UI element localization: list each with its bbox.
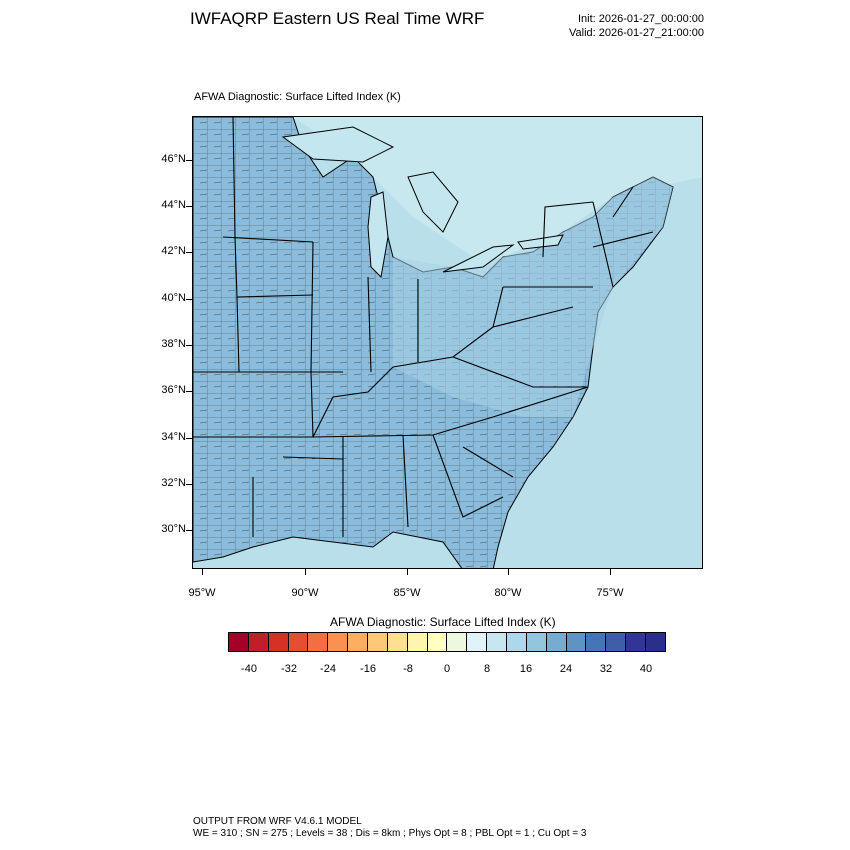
map-subtitle: AFWA Diagnostic: Surface Lifted Index (K… <box>194 91 401 103</box>
colorbar-box <box>387 633 408 651</box>
colorbar-label: 8 <box>483 663 491 675</box>
lon-label-95: 95°W <box>188 587 216 599</box>
lon-label-80: 80°W <box>494 587 522 599</box>
colorbar-box <box>626 633 647 651</box>
lat-label-38: 38°N <box>161 338 186 350</box>
lon-label-90: 90°W <box>291 587 319 599</box>
lat-tick <box>186 530 192 531</box>
lon-tick <box>202 569 203 575</box>
lat-label-46: 46°N <box>161 153 186 165</box>
colorbar-label: -40 <box>241 663 257 675</box>
valid-time: Valid: 2026-01-27_21:00:00 <box>569 27 704 39</box>
colorbar-label: 40 <box>639 663 653 675</box>
lon-tick <box>610 569 611 575</box>
colorbar-box <box>646 633 665 651</box>
colorbar-box <box>546 633 567 651</box>
lat-tick <box>186 299 192 300</box>
colorbar-box <box>407 633 428 651</box>
lat-tick <box>186 345 192 346</box>
lat-label-34: 34°N <box>161 431 186 443</box>
colorbar-label: 16 <box>519 663 533 675</box>
map-panel <box>192 116 703 569</box>
lon-label-75: 75°W <box>596 587 624 599</box>
colorbar-box <box>606 633 627 651</box>
colorbar-box <box>308 633 329 651</box>
lon-tick <box>508 569 509 575</box>
canada-region <box>293 117 702 267</box>
lake-superior <box>281 126 395 163</box>
colorbar-box <box>229 633 249 651</box>
lat-label-32: 32°N <box>161 477 186 489</box>
colorbar-label: 32 <box>599 663 613 675</box>
lat-label-30: 30°N <box>161 523 186 535</box>
colorbar-box <box>487 633 508 651</box>
lat-label-40: 40°N <box>161 292 186 304</box>
colorbar-label: 24 <box>559 663 573 675</box>
footer-model-line: OUTPUT FROM WRF V4.6.1 MODEL <box>193 816 362 827</box>
lake-erie <box>442 244 515 273</box>
map-svg <box>193 117 702 568</box>
colorbar-label: -8 <box>403 663 413 675</box>
footer-config-line: WE = 310 ; SN = 275 ; Levels = 38 ; Dis … <box>193 828 587 839</box>
lat-tick <box>186 484 192 485</box>
colorbar-box <box>447 633 468 651</box>
colorbar-box <box>268 633 289 651</box>
lat-label-36: 36°N <box>161 384 186 396</box>
plot-title: IWFAQRP Eastern US Real Time WRF <box>190 9 485 28</box>
lat-tick <box>186 252 192 253</box>
lat-tick <box>186 391 192 392</box>
colorbar-box <box>368 633 388 651</box>
eastern-shading <box>393 177 673 417</box>
colorbar-box <box>248 633 269 651</box>
colorbar-box <box>467 633 488 651</box>
lat-label-42: 42°N <box>161 245 186 257</box>
colorbar-label: -24 <box>320 663 336 675</box>
lake-michigan <box>367 191 389 279</box>
colorbar-title: AFWA Diagnostic: Surface Lifted Index (K… <box>330 615 556 629</box>
colorbar-label: -16 <box>360 663 376 675</box>
lon-tick <box>305 569 306 575</box>
colorbar <box>228 632 666 652</box>
colorbar-box <box>348 633 369 651</box>
colorbar-box <box>526 633 547 651</box>
state-borders <box>193 117 654 537</box>
lat-label-44: 44°N <box>161 199 186 211</box>
lake-ontario <box>517 234 564 250</box>
colorbar-label: 0 <box>443 663 451 675</box>
colorbar-box <box>328 633 349 651</box>
colorbar-box <box>507 633 527 651</box>
colorbar-box <box>566 633 587 651</box>
lon-label-85: 85°W <box>393 587 421 599</box>
colorbar-box <box>288 633 309 651</box>
colorbar-label: -32 <box>281 663 297 675</box>
lat-tick <box>186 438 192 439</box>
lon-tick <box>407 569 408 575</box>
lat-tick <box>186 206 192 207</box>
colorbar-box <box>586 633 607 651</box>
colorbar-box <box>427 633 448 651</box>
lat-tick <box>186 160 192 161</box>
init-time: Init: 2026-01-27_00:00:00 <box>578 13 704 25</box>
lake-huron <box>407 171 459 233</box>
